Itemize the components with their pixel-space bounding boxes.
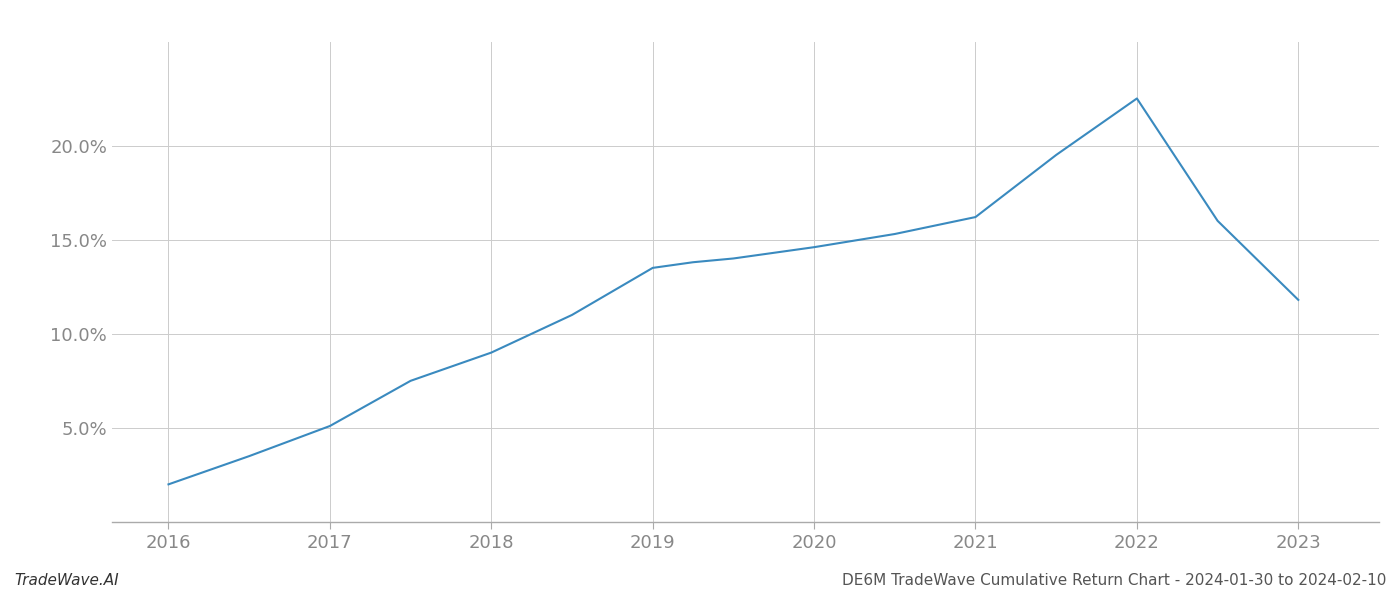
Text: DE6M TradeWave Cumulative Return Chart - 2024-01-30 to 2024-02-10: DE6M TradeWave Cumulative Return Chart -…: [841, 573, 1386, 588]
Text: TradeWave.AI: TradeWave.AI: [14, 573, 119, 588]
